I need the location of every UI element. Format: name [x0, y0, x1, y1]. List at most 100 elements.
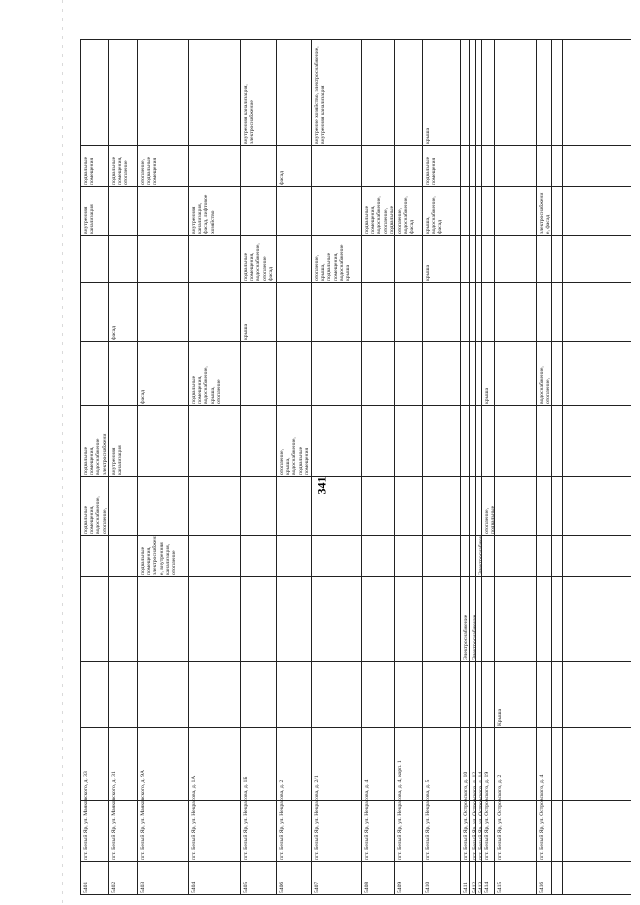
work-cell-c9-text: крыша	[484, 387, 490, 404]
table-gridline	[276, 39, 277, 894]
table-gridline	[80, 727, 631, 728]
work-cell-c14: подвальные помещения, отопление	[109, 146, 137, 186]
table-gridline	[137, 39, 138, 894]
row-address: пгт. Белый Яр, ул. Некрасова, д. 5	[423, 728, 460, 861]
table-gridline	[80, 861, 631, 862]
table-gridline	[80, 576, 631, 577]
work-cell-c10: крыша	[241, 283, 276, 341]
row-address-text: пгт. Белый Яр, ул. Некрасова, д. 5	[425, 779, 431, 860]
row-number-text: 5402	[111, 881, 117, 893]
row-address-text: пгт. Белый Яр, ул. Островского, д. 19	[484, 771, 490, 860]
row-address-text: пгт. Белый Яр, ул. Островского, д. 10	[463, 771, 469, 860]
row-address: пгт. Белый Яр, ул. Некрасова, д. 1А	[189, 728, 240, 861]
row-number: 5404	[189, 862, 240, 894]
work-cell-c9-text: подвальные помещения, водоснабжение, кры…	[191, 366, 222, 404]
work-cell-c8: подвальные помещения, водоснабжение элек…	[81, 406, 108, 476]
row-number: 5406	[277, 862, 311, 894]
table-gridline	[80, 535, 631, 536]
table-gridline	[551, 39, 552, 894]
work-cell-c13-text: внутренняя канализация	[83, 204, 96, 234]
work-cell-c15-text: внутренне хозяйство, электроснабжение, в…	[314, 46, 327, 144]
row-number-text: 5413	[478, 881, 481, 893]
row-number-text: 5411	[463, 882, 469, 893]
work-cell-c11: крыша	[423, 236, 460, 282]
row-number: 5416	[537, 862, 551, 894]
work-cell-c11: отопление, крыша, подвальные помещения, …	[312, 236, 361, 282]
row-address-text: пгт. Белый Яр, ул. Некрасова, д. 2/1	[314, 775, 320, 860]
work-cell-c14-text: фасад	[279, 171, 285, 185]
work-cell-c7: подвальные помещения, водоснабжение, ото…	[81, 477, 108, 535]
row-address-text: пгт. Белый Яр, ул. Некрасова, д. 2	[279, 779, 285, 860]
row-address-text: пгт. Белый Яр, ул. Некрасова, д. 4, корп…	[397, 760, 403, 860]
row-address-text: пгт. Белый Яр, ул. Маяковского, д. 31	[111, 771, 117, 860]
table-gridline	[108, 39, 109, 894]
row-address-text: пгт. Белый Яр, ул. Островского, д. 14	[478, 771, 481, 860]
row-number-text: 5415	[497, 881, 503, 893]
work-cell-c4-text: Крыша	[497, 708, 503, 726]
row-address: пгт. Белый Яр, ул. Островского, д. 19	[482, 728, 494, 861]
row-number-text: 5409	[397, 881, 403, 893]
work-cell-c11-text: крыша	[425, 264, 431, 281]
work-cell-c13: электроснабжени е, фасад	[537, 187, 551, 235]
row-number: 5410	[423, 862, 460, 894]
work-cell-c14: подвальные помещения	[423, 146, 460, 186]
work-cell-c15: внутренняя канализация, электроснабжение	[241, 40, 276, 145]
work-cell-c11: подвальные помещения, водоснабжение, ото…	[241, 236, 276, 282]
row-number-text: 5407	[314, 881, 320, 893]
work-cell-c10-text: крыша	[243, 323, 249, 340]
row-address: пгт. Белый Яр, ул. Некрасова, д. 2/1	[312, 728, 361, 861]
work-cell-c9: фасад	[138, 342, 188, 405]
work-cell-c7: отопление, подвальные помещения, водосна…	[482, 477, 494, 535]
table-gridline	[562, 39, 563, 894]
table-gridline	[481, 39, 482, 894]
work-cell-c13: отопление, водоснабжение, фасад	[395, 187, 422, 235]
row-number-text: 5405	[243, 881, 249, 893]
row-address: пгт. Белый Яр, ул. Островского, д. 2	[495, 728, 536, 861]
work-cell-c13-text: отопление, водоснабжение, фасад	[397, 196, 416, 234]
row-number: 5405	[241, 862, 276, 894]
row-address: пгт. Белый Яр, ул. Некрасова, д. 1Б	[241, 728, 276, 861]
row-address-text: пгт. Белый Яр, ул. Островского, д. 2	[497, 774, 503, 860]
repair-schedule-table: 5401 пгт. Белый Яр, ул. Маяковского, д. 3…	[80, 39, 631, 895]
table-gridline	[361, 39, 362, 894]
work-cell-c14-text: отопление, подвальные помещения	[140, 156, 159, 185]
table-gridline	[394, 39, 395, 894]
row-number: 5411	[461, 862, 469, 894]
work-cell-c15: крыша	[423, 40, 460, 145]
work-cell-c8-text: внутренняя канализация	[111, 445, 124, 475]
work-cell-c8: отопление, крыша, водоснабжение, подваль…	[277, 406, 311, 476]
work-cell-c7-text: подвальные помещения, водоснабжение, ото…	[83, 496, 108, 534]
table-gridline	[188, 39, 189, 894]
work-cell-c6: подвальные помещения, электроснабжени е,…	[138, 536, 188, 576]
row-number-text: 5414	[484, 881, 490, 893]
row-address: пгт. Белый Яр, ул. Некрасова, д. 2	[277, 728, 311, 861]
row-number-text: 5416	[539, 881, 545, 893]
table-gridline	[475, 39, 476, 894]
work-cell-c9-text: фасад	[140, 390, 146, 404]
work-cell-c13-text: электроснабжени е, фасад	[539, 192, 551, 234]
table-gridline	[80, 235, 631, 236]
work-cell-c4: Крыша	[495, 662, 536, 727]
table-gridline	[80, 661, 631, 662]
row-address: пгт. Белый Яр, ул. Некрасова, д. 4	[362, 728, 394, 861]
row-address-text: пгт. Белый Яр, ул. Маяковского, д. 9А	[140, 769, 146, 860]
row-number-text: 5403	[140, 881, 146, 893]
work-cell-c9: водоснабжение, отопление, подвальные пом…	[537, 342, 551, 405]
row-number: 5408	[362, 862, 394, 894]
work-cell-c10-text: фасад	[111, 326, 117, 340]
table-gridline	[460, 39, 461, 894]
table-gridline	[469, 39, 470, 894]
row-number: 5413	[476, 862, 481, 894]
work-cell-c14: подвальные помещения	[81, 146, 108, 186]
row-address: пгт. Белый Яр, ул. Маяковского, д. 9А	[138, 728, 188, 861]
work-cell-c14: отопление, подвальные помещения	[138, 146, 188, 186]
work-cell-c11-text: подвальные помещения, водоснабжение, ото…	[243, 243, 274, 281]
work-cell-c15-text: крыша	[425, 127, 431, 144]
work-cell-c6-text: подвальные помещения, электроснабжени е,…	[140, 536, 178, 575]
work-cell-c14-text: подвальные помещения	[425, 156, 438, 185]
row-address: пгт. Белый Яр, ул. Островского, д. 4	[537, 728, 551, 861]
table-gridline	[311, 39, 312, 894]
row-number-text: 5408	[364, 881, 370, 893]
work-cell-c9: крыша	[482, 342, 494, 405]
work-cell-c13-text: внутренняя канализация, фасад, лифтовое …	[191, 194, 216, 234]
